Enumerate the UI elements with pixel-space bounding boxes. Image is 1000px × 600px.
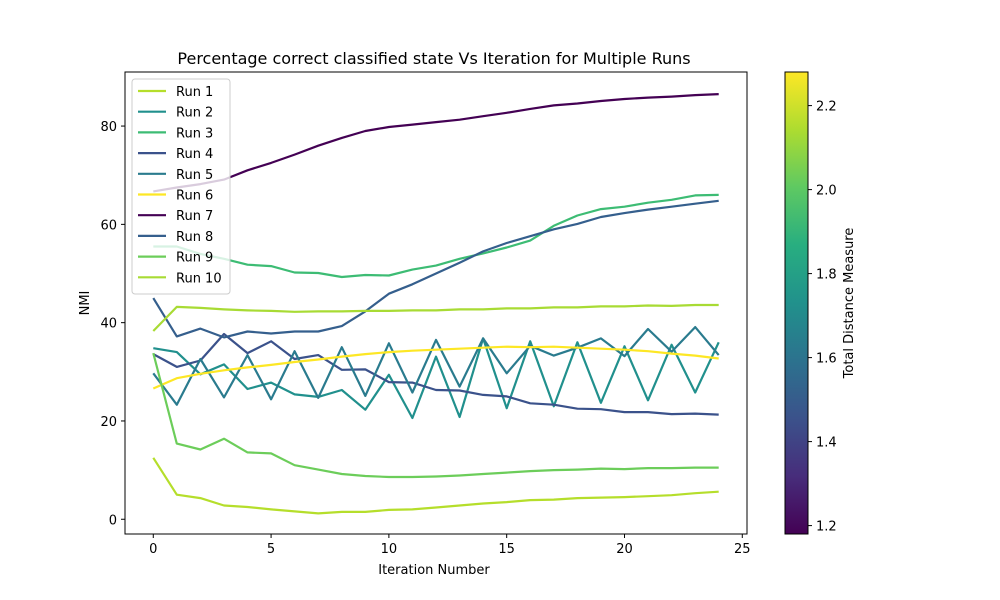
legend-label: Run 6: [176, 189, 213, 204]
legend-label: Run 3: [176, 126, 213, 141]
series-line-run-4: [152, 332, 719, 416]
series-line-run-6: [152, 345, 719, 390]
colorbar-tick-label: 1.8: [816, 268, 837, 283]
y-tick-label: 40: [100, 317, 117, 332]
x-tick-label: 10: [381, 542, 398, 557]
colorbar-gradient: [785, 72, 808, 534]
x-axis-label: Iteration Number: [378, 563, 490, 578]
series-line-run-8: [152, 199, 719, 339]
series-line-run-10: [152, 303, 719, 332]
series-layer: [152, 93, 720, 515]
colorbar-frame: [784, 71, 809, 535]
legend-label: Run 9: [176, 251, 213, 266]
x-axis: 0 5 10 15 20 25: [149, 534, 751, 557]
x-tick-label: 5: [267, 542, 275, 557]
colorbar-tick-label: 1.4: [816, 436, 837, 451]
legend-label: Run 5: [176, 168, 213, 183]
plot-frame: [124, 71, 748, 535]
series-line-run-7: [153, 93, 719, 193]
x-tick-label: 15: [498, 542, 515, 557]
series-line-run-9: [152, 352, 719, 479]
y-tick-label: 80: [100, 120, 117, 135]
series-line-run-2: [153, 337, 720, 420]
y-tick-label: 20: [100, 415, 117, 430]
legend-label: Run 8: [176, 230, 213, 245]
colorbar: 1.2 1.4 1.6 1.8 2.0 2.2 Total Distance Measur…: [784, 71, 857, 535]
series-line-run-1: [152, 457, 719, 515]
legend-label: Run 10: [176, 271, 222, 286]
series-line-run-5: [152, 326, 720, 406]
y-axis: 0 20 40 60 80: [100, 120, 125, 528]
legend-label: Run 1: [176, 85, 213, 100]
x-tick-label: 25: [734, 542, 751, 557]
colorbar-tick-label: 1.2: [816, 520, 837, 535]
colorbar-ticks: 1.2 1.4 1.6 1.8 2.0 2.2: [808, 100, 837, 535]
chart-title: Percentage correct classified state Vs I…: [177, 49, 690, 68]
x-tick-label: 0: [149, 542, 157, 557]
x-tick-label: 20: [616, 542, 633, 557]
colorbar-tick-label: 2.0: [816, 184, 837, 199]
y-tick-label: 60: [100, 218, 117, 233]
colorbar-tick-label: 2.2: [816, 100, 837, 115]
y-tick-label: 0: [109, 513, 117, 528]
colorbar-tick-label: 1.6: [816, 352, 837, 367]
colorbar-label: Total Distance Measure: [842, 228, 857, 380]
legend-label: Run 7: [176, 209, 213, 224]
y-axis-label: NMI: [78, 291, 93, 316]
series-line-run-3: [153, 193, 719, 279]
legend-label: Run 2: [176, 106, 213, 121]
legend: Run 1 Run 2 Run 3 Run 4 Run 5 Run 6 Run 7 Run 8…: [131, 78, 231, 295]
legend-label: Run 4: [176, 147, 213, 162]
